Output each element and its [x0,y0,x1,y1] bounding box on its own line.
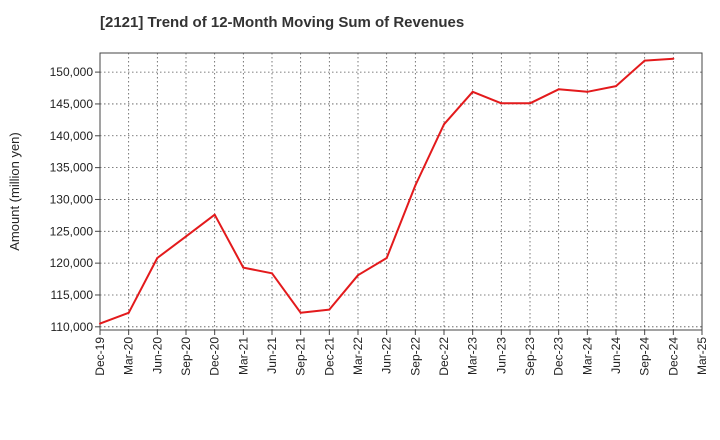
x-tick-label: Jun-20 [150,337,164,374]
x-tick-label: Mar-24 [580,337,594,375]
x-tick-label: Jun-22 [380,337,394,374]
chart-title: [2121] Trend of 12-Month Moving Sum of R… [100,14,465,31]
x-tick-label: Dec-24 [666,337,680,376]
x-tick-label: Dec-20 [208,337,222,376]
data-point [271,272,273,275]
x-tick-label: Dec-19 [93,337,107,376]
data-point [242,266,245,269]
y-tick-label: 115,000 [51,288,94,302]
grid-lines [100,53,702,330]
data-point [471,90,474,93]
x-tick-label: Sep-24 [638,337,652,376]
x-tick-label: Dec-21 [322,337,336,376]
data-point [385,257,388,260]
data-point [414,184,417,187]
data-point [643,59,646,62]
data-point [672,57,675,60]
x-tick-label: Dec-22 [437,337,451,376]
plot-area-frame [99,52,703,331]
x-tick-label: Sep-20 [179,337,193,376]
y-tick-label: 140,000 [50,129,94,143]
y-tick-label: 145,000 [50,97,94,111]
data-point [586,90,589,93]
x-tick-label: Sep-23 [523,337,537,376]
data-point [443,123,445,126]
y-tick-label: 110,000 [51,320,94,334]
x-tick-label: Sep-21 [294,337,308,376]
x-axis-ticks: Dec-19 Mar-20 Jun-20 Sep-20 Dec-20 Mar-21 Jun-… [93,330,709,376]
data-point [127,311,130,314]
data-point [99,322,101,325]
y-tick-label: 130,000 [50,192,94,206]
data-point [357,274,359,277]
data-point [328,308,331,311]
data-point [299,311,302,314]
x-tick-label: Mar-23 [466,337,480,375]
x-tick-label: Jun-21 [265,337,279,374]
data-point [557,88,560,91]
y-tick-label: 135,000 [50,161,94,175]
x-tick-label: Dec-23 [552,337,566,376]
y-axis-ticks: 110,000 115,000 120,000 125,000 130,000 135,0… [50,65,100,334]
y-tick-label: 150,000 [50,65,94,79]
x-tick-label: Mar-21 [236,337,250,375]
data-point [529,102,531,105]
data-point [615,85,617,88]
y-tick-label: 125,000 [50,224,94,238]
x-tick-label: Sep-22 [408,337,422,376]
x-tick-label: Mar-22 [351,337,365,375]
data-point [156,257,159,260]
y-tick-label: 120,000 [50,256,94,270]
x-tick-label: Mar-25 [695,337,709,375]
x-tick-label: Jun-23 [494,337,508,374]
data-point [185,235,187,238]
data-point [213,213,216,216]
series-layer [99,57,675,325]
x-tick-label: Jun-24 [609,337,623,374]
data-point [500,102,503,105]
x-tick-label: Mar-20 [122,337,136,375]
y-axis-label: Amount (million yen) [7,132,22,251]
